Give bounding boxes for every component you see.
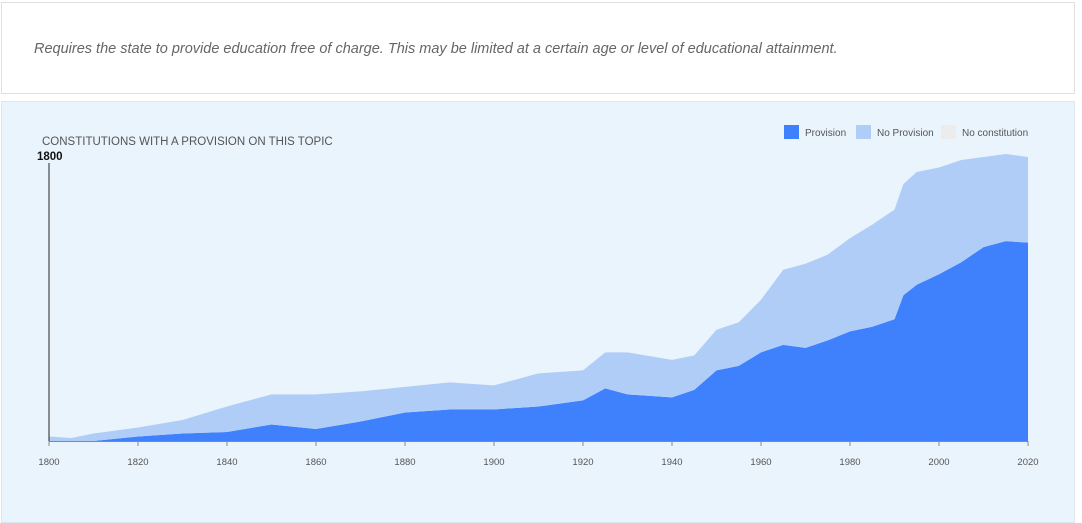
chart-title: CONSTITUTIONS WITH A PROVISION ON THIS T… bbox=[42, 136, 333, 148]
legend-label[interactable]: No Provision bbox=[877, 128, 934, 139]
x-tick-label: 1880 bbox=[394, 457, 415, 468]
description-card: Requires the state to provide education … bbox=[1, 2, 1075, 94]
hover-year-label: 1800 bbox=[37, 151, 63, 163]
x-tick-label: 1800 bbox=[38, 457, 59, 468]
legend-swatch bbox=[856, 125, 871, 139]
x-tick-label: 1980 bbox=[839, 457, 860, 468]
x-tick-label: 1960 bbox=[750, 457, 771, 468]
legend-label[interactable]: Provision bbox=[805, 128, 846, 139]
x-tick-label: 1860 bbox=[305, 457, 326, 468]
legend-swatch bbox=[941, 125, 956, 139]
legend-label[interactable]: No constitution bbox=[962, 128, 1028, 139]
x-tick-label: 1940 bbox=[661, 457, 682, 468]
x-tick-label: 1920 bbox=[572, 457, 593, 468]
x-tick-label: 2020 bbox=[1017, 457, 1038, 468]
area-provision[interactable] bbox=[49, 241, 1028, 441]
area-chart: CONSTITUTIONS WITH A PROVISION ON THIS T… bbox=[37, 125, 1039, 468]
legend-swatch bbox=[784, 125, 799, 139]
area-no-provision[interactable] bbox=[49, 154, 1028, 441]
x-tick-label: 2000 bbox=[928, 457, 949, 468]
x-tick-label: 1840 bbox=[216, 457, 237, 468]
x-tick-label: 1820 bbox=[127, 457, 148, 468]
x-tick-label: 1900 bbox=[483, 457, 504, 468]
description-text: Requires the state to provide education … bbox=[34, 41, 838, 57]
